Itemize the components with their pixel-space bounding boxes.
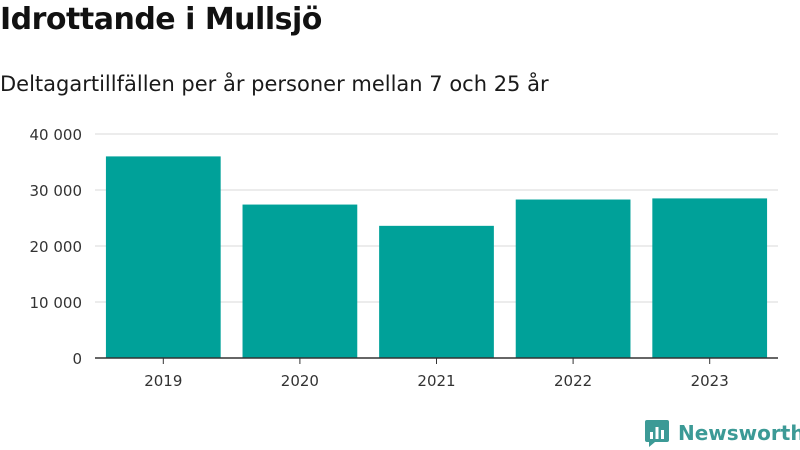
- bar: [379, 225, 494, 358]
- x-tick-label: 2019: [144, 372, 182, 390]
- newsworthy-logo: Newsworthy: [644, 418, 800, 448]
- x-tick-label: 2020: [281, 372, 319, 390]
- y-tick-label: 40 000: [30, 126, 83, 144]
- y-tick-label: 0: [72, 350, 82, 368]
- y-tick-label: 10 000: [30, 294, 83, 312]
- bar: [242, 204, 358, 358]
- y-tick-label: 20 000: [30, 238, 83, 256]
- x-tick-label: 2021: [417, 372, 455, 390]
- x-tick-label: 2022: [554, 372, 592, 390]
- newsworthy-logo-text: Newsworthy: [678, 421, 800, 445]
- y-tick-label: 30 000: [30, 182, 83, 200]
- x-tick-label: 2023: [691, 372, 729, 390]
- newsworthy-logo-icon: [645, 420, 669, 447]
- chart-subtitle: Deltagartillfällen per år personer mella…: [0, 72, 549, 96]
- bar: [515, 199, 631, 358]
- bar: [652, 198, 768, 358]
- bar: [105, 156, 221, 358]
- chart-title: Idrottande i Mullsjö: [0, 2, 322, 37]
